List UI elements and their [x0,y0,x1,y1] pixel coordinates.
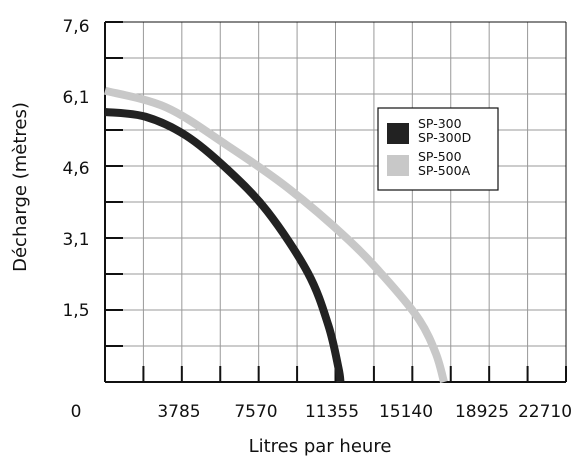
series-line-2 [103,86,448,384]
x-axis-title: Litres par heure [249,436,392,457]
legend-swatch-series-2 [387,155,409,176]
y-tick-label: 7,6 [62,17,89,37]
x-tick-label: 22710 [518,402,572,422]
legend-label-series-1-line-1: SP-300 [418,116,462,131]
legend-label-series-2-line-2: SP-500A [418,163,471,178]
x-tick-label: 0 [71,402,82,422]
legend-label-series-2-line-1: SP-500 [418,149,462,164]
grid [104,21,567,383]
x-tick-label: 7570 [234,402,277,422]
y-axis-title: Décharge (mètres) [10,102,31,272]
x-tick-label: 11355 [305,402,359,422]
y-tick-label: 4,6 [62,159,89,179]
y-tick-label: 3,1 [62,230,89,250]
tick-labels: 0 3785 7570 11355 15140 18925 22710 1,5 3,1 4,6 6,… [62,17,572,422]
series-line-1 [104,108,345,383]
x-tick-label: 15140 [379,402,433,422]
x-tick-label: 3785 [157,402,200,422]
y-tick-label: 1,5 [62,301,89,321]
x-tick-label: 18925 [455,402,509,422]
legend-box [377,107,499,191]
y-tick-label: 6,1 [62,88,89,108]
legend-label-series-1-line-2: SP-300D [418,130,471,145]
legend: SP-300 SP-300D SP-500 SP-500A [377,107,499,191]
series-lines [103,86,448,384]
legend-swatch-series-1 [387,123,409,144]
